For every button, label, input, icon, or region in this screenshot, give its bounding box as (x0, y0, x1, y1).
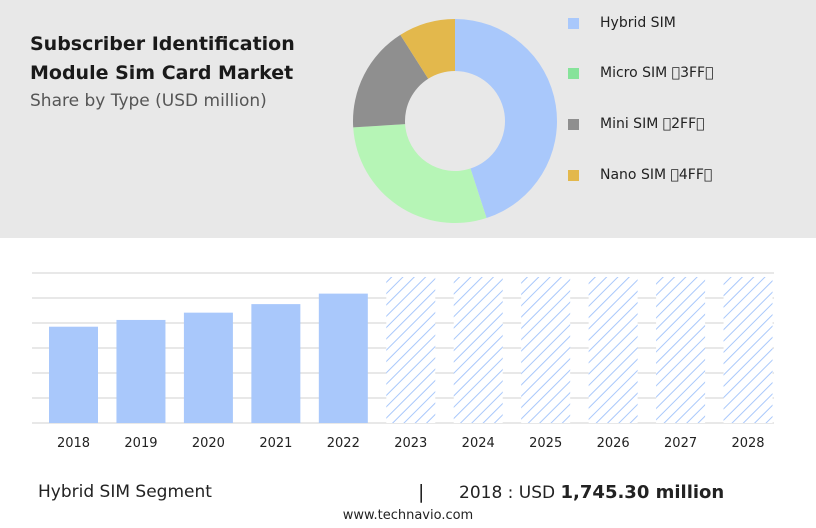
x-tick-label: 2023 (394, 436, 427, 451)
forecast-bar (723, 277, 773, 423)
bar (318, 293, 368, 423)
x-tick-label: 2024 (462, 436, 495, 451)
legend-label: Hybrid SIM (600, 15, 676, 31)
legend-item-nano: Nano SIM 4FF (568, 164, 712, 186)
bar (183, 312, 233, 423)
legend-swatch (568, 169, 579, 181)
bar (49, 326, 98, 423)
x-tick-label: 2026 (597, 436, 630, 451)
summary-bar: Hybrid SIM Segment | 2018 : USD 1,745.30… (0, 476, 816, 512)
bar (251, 304, 301, 423)
forecast-bar (453, 277, 503, 423)
x-tick-label: 2019 (124, 436, 157, 451)
segment-label: Hybrid SIM Segment (38, 482, 212, 502)
forecast-bar (521, 277, 571, 423)
stat-prefix: 2018 : USD (459, 483, 556, 503)
forecast-bar (656, 277, 706, 423)
legend-swatch (568, 17, 579, 29)
legend-swatch (568, 118, 579, 130)
chart-title: Subscriber Identification Module Sim Car… (30, 33, 295, 84)
donut-slice (455, 19, 558, 219)
top-panel: Subscriber Identification Module Sim Car… (0, 0, 816, 238)
legend-swatch (568, 67, 579, 79)
legend-label: Nano SIM 4FF (600, 167, 712, 183)
bar (116, 319, 166, 423)
bar-chart: 2018 2019 2020 2021 2022 2023 2024 2025 2026 2027… (32, 272, 774, 451)
x-tick-label: 2021 (259, 436, 292, 451)
x-tick-label: 2027 (664, 436, 697, 451)
forecast-bar (386, 277, 436, 423)
x-tick-label: 2028 (731, 436, 764, 451)
donut-slice (353, 34, 429, 128)
donut-chart (353, 19, 558, 223)
stat-value: 1,745.30 million (560, 482, 725, 503)
x-tick-label: 2025 (529, 436, 562, 451)
x-tick-label: 2018 (57, 436, 90, 451)
x-tick-label: 2020 (192, 436, 225, 451)
legend-item-mini: Mini SIM 2FF (568, 113, 705, 135)
segment-stat: 2018 : USD 1,745.30 million (459, 482, 724, 503)
chart-subtitle: Share by Type (USD million) (30, 91, 267, 111)
legend-item-hybrid: Hybrid SIM (568, 12, 676, 34)
forecast-bar (588, 277, 638, 423)
legend-label: Mini SIM 2FF (600, 116, 705, 132)
legend-label: Micro SIM 3FF (600, 65, 714, 81)
donut-slice (353, 124, 487, 223)
source-url[interactable]: www.technavio.com (342, 508, 474, 523)
divider: | (418, 481, 425, 503)
x-tick-label: 2022 (327, 436, 360, 451)
donut-slice (400, 19, 455, 79)
legend-item-micro: Micro SIM 3FF (568, 62, 714, 84)
